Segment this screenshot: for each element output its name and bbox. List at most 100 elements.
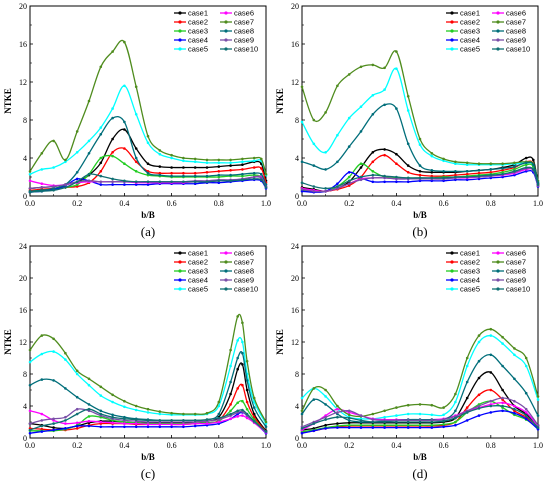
data-point bbox=[501, 169, 504, 172]
data-point bbox=[182, 171, 185, 175]
data-point bbox=[229, 158, 232, 162]
legend-label: case10 bbox=[506, 285, 530, 294]
data-point bbox=[524, 391, 528, 395]
data-point bbox=[395, 180, 398, 184]
legend-label: case1 bbox=[188, 9, 208, 18]
data-point bbox=[406, 180, 410, 184]
data-point bbox=[99, 126, 103, 129]
data-point bbox=[383, 153, 386, 157]
data-point bbox=[477, 404, 481, 408]
data-point bbox=[418, 164, 422, 167]
data-point bbox=[236, 315, 239, 318]
data-point bbox=[40, 182, 44, 185]
data-point bbox=[260, 176, 263, 180]
legend-label: case7 bbox=[506, 258, 526, 267]
y-tick-label: 4 bbox=[23, 154, 27, 163]
data-point bbox=[111, 393, 114, 397]
legend-label: case9 bbox=[506, 276, 526, 285]
data-point bbox=[158, 152, 162, 156]
legend-label: case9 bbox=[234, 36, 254, 45]
data-point bbox=[40, 168, 44, 171]
legend-item: case3 bbox=[174, 267, 208, 276]
data-point bbox=[193, 412, 197, 416]
y-tick-label: 24 bbox=[291, 242, 299, 251]
data-point bbox=[241, 383, 244, 387]
y-tick-label: 16 bbox=[19, 40, 27, 49]
data-point bbox=[158, 180, 162, 184]
data-point bbox=[236, 415, 239, 418]
x-tick-label: 0.2 bbox=[72, 199, 82, 208]
data-point bbox=[347, 145, 351, 148]
legend-item: case5 bbox=[446, 45, 480, 54]
data-point bbox=[501, 342, 504, 345]
legend-label: case8 bbox=[506, 27, 526, 36]
y-tick-label: 8 bbox=[23, 116, 27, 125]
legend-item: case7 bbox=[492, 18, 526, 27]
series-line bbox=[301, 67, 539, 182]
legend-item: case9 bbox=[220, 276, 254, 285]
series-line bbox=[301, 169, 539, 193]
data-point bbox=[430, 169, 434, 172]
data-point bbox=[241, 160, 244, 164]
data-point bbox=[383, 415, 386, 419]
y-tick-label: 20 bbox=[291, 2, 299, 11]
data-point bbox=[217, 158, 221, 162]
data-point bbox=[347, 419, 351, 422]
data-point bbox=[52, 422, 55, 425]
data-point bbox=[477, 162, 481, 165]
legend-label: case5 bbox=[460, 45, 480, 54]
data-point bbox=[134, 183, 138, 186]
data-point bbox=[489, 353, 493, 357]
chart-panel: 0 4 8 12 16 20 24 0.0 0.2 0.4 0.6 0.8 1.0 b/B NTKE (c) c… bbox=[3, 242, 271, 481]
legend-item: case1 bbox=[446, 9, 480, 18]
data-point bbox=[501, 364, 504, 368]
data-point bbox=[501, 388, 504, 392]
data-point bbox=[28, 179, 32, 183]
data-point bbox=[123, 417, 126, 421]
data-point bbox=[406, 426, 410, 429]
data-point bbox=[418, 420, 422, 424]
series-case5 bbox=[28, 84, 268, 177]
data-point bbox=[324, 395, 327, 398]
data-point bbox=[465, 356, 469, 360]
data-point bbox=[513, 353, 516, 357]
data-point bbox=[99, 385, 103, 389]
data-point bbox=[501, 409, 504, 413]
legend-item: case2 bbox=[174, 18, 208, 27]
data-point bbox=[158, 165, 162, 168]
data-point bbox=[245, 359, 249, 363]
data-point bbox=[182, 180, 185, 184]
data-point bbox=[465, 364, 469, 368]
legend-item: case6 bbox=[492, 249, 526, 258]
data-point bbox=[430, 176, 434, 180]
x-tick-label: 0.8 bbox=[486, 441, 496, 450]
legend-label: case4 bbox=[460, 36, 480, 45]
data-point bbox=[64, 160, 67, 164]
y-tick-label: 8 bbox=[295, 370, 299, 379]
data-point bbox=[501, 404, 504, 408]
data-point bbox=[28, 360, 32, 364]
y-tick-label: 12 bbox=[291, 78, 299, 87]
data-point bbox=[536, 398, 540, 401]
data-point bbox=[324, 427, 327, 430]
data-point bbox=[395, 175, 398, 179]
y-tick-label: 20 bbox=[19, 2, 27, 11]
data-point bbox=[465, 172, 469, 176]
data-point bbox=[336, 133, 339, 137]
data-point bbox=[324, 415, 327, 419]
data-point bbox=[524, 163, 528, 166]
data-point bbox=[236, 356, 239, 360]
series-case6 bbox=[28, 409, 268, 434]
data-point bbox=[406, 403, 410, 407]
data-point bbox=[359, 414, 363, 417]
data-point bbox=[489, 327, 493, 331]
data-point bbox=[465, 380, 469, 384]
data-point bbox=[477, 393, 481, 397]
data-point bbox=[217, 173, 221, 177]
data-point bbox=[205, 418, 209, 421]
data-point bbox=[524, 407, 528, 411]
data-point bbox=[489, 399, 493, 403]
data-point bbox=[477, 359, 481, 363]
data-point bbox=[395, 406, 398, 409]
data-point bbox=[454, 173, 457, 177]
